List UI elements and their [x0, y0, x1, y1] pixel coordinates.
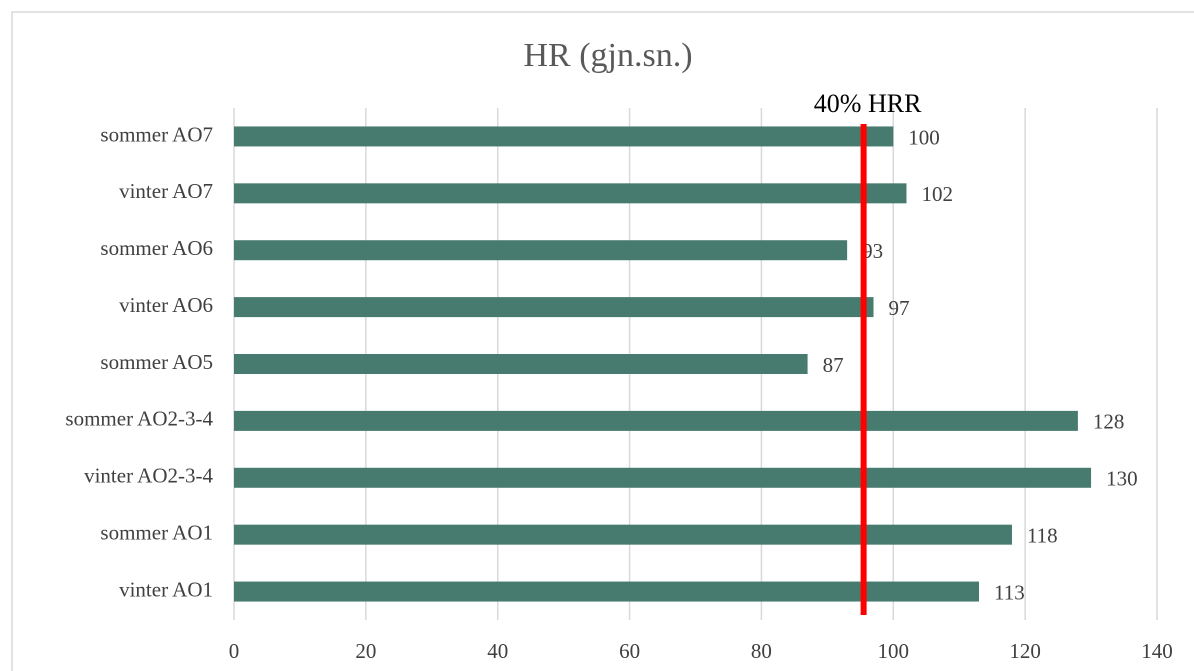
chart-title: HR (gjn.sn.)	[523, 37, 692, 74]
reference-label: 40% HRR	[814, 89, 922, 118]
bar	[234, 354, 808, 374]
x-tick-label: 120	[1009, 639, 1041, 663]
data-label: 102	[921, 182, 953, 206]
y-tick-label: sommer AO7	[100, 122, 213, 146]
x-tick-label: 100	[878, 639, 910, 663]
data-label: 93	[862, 239, 883, 263]
bar	[234, 183, 907, 204]
y-tick-label: vinter AO6	[119, 293, 213, 317]
x-tick-label: 140	[1141, 639, 1173, 663]
y-tick-label: vinter AO2-3-4	[84, 464, 213, 488]
y-tick-label: sommer AO1	[100, 520, 213, 544]
x-tick-label: 80	[751, 639, 772, 663]
bar	[234, 126, 894, 147]
bar	[234, 240, 848, 261]
bar	[234, 581, 979, 602]
y-tick-label: sommer AO2-3-4	[65, 407, 213, 431]
bar	[234, 467, 1092, 488]
bar	[234, 297, 874, 318]
data-label: 113	[994, 580, 1025, 604]
y-tick-label: vinter AO7	[119, 179, 213, 203]
data-label: 118	[1027, 523, 1058, 547]
bar	[234, 410, 1078, 431]
data-label: 97	[889, 296, 910, 320]
data-label: 87	[823, 353, 844, 377]
data-label: 130	[1106, 467, 1138, 491]
x-tick-label: 40	[487, 639, 508, 663]
y-tick-label: sommer AO5	[100, 350, 213, 374]
bar	[234, 524, 1012, 545]
y-tick-label: vinter AO1	[119, 577, 213, 601]
x-tick-label: 20	[355, 639, 376, 663]
x-tick-label: 60	[619, 639, 640, 663]
data-label: 128	[1093, 410, 1125, 434]
data-label: 100	[908, 125, 940, 149]
y-tick-label: sommer AO6	[100, 236, 213, 260]
x-tick-label: 0	[229, 639, 240, 663]
chart-frame	[11, 11, 1194, 671]
